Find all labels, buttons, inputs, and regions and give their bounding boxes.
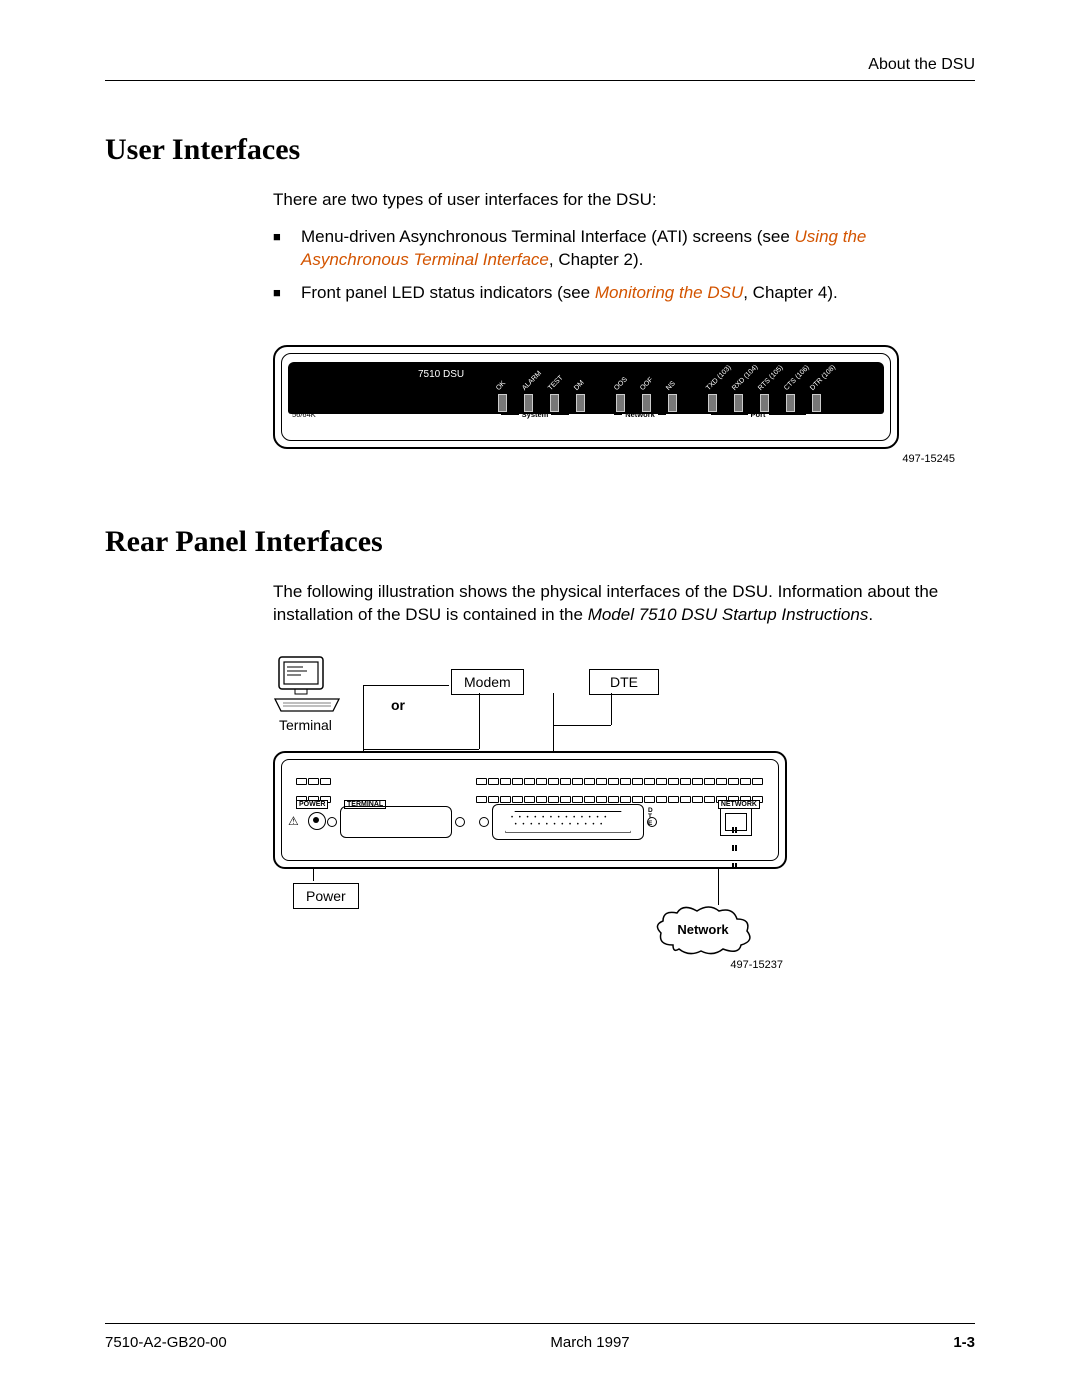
rear-chassis: POWER ⚠ TERMINAL • • • • • • • • • • • •…	[273, 751, 787, 869]
running-header: About the DSU	[105, 56, 975, 74]
ui-bullet-1-pre: Menu-driven Asynchronous Terminal Interf…	[301, 227, 795, 246]
rear-intro-docref: Model 7510 DSU Startup Instructions	[588, 605, 869, 624]
ui-bullet-2-post: , Chapter 4).	[743, 283, 838, 302]
led-label: ALARM	[521, 370, 543, 392]
led-group-caption: Network	[610, 410, 670, 419]
ui-bullet-1-post: , Chapter 2).	[549, 250, 644, 269]
led-label: CTS (106)	[783, 364, 811, 392]
ui-intro: There are two types of user interfaces f…	[273, 189, 975, 212]
led-label: OK	[495, 380, 507, 392]
terminal-connector	[340, 806, 452, 838]
ui-bullet-1: Menu-driven Asynchronous Terminal Interf…	[273, 226, 975, 272]
power-jack	[308, 812, 326, 830]
network-cloud-label: Network	[677, 922, 728, 937]
dte-label-box: DTE	[589, 669, 659, 695]
page-footer: 7510-A2-GB20-00 March 1997 1-3	[105, 1323, 975, 1351]
ui-bullet-2: Front panel LED status indicators (see M…	[273, 282, 975, 305]
power-label: Power	[293, 883, 359, 909]
port-label-dte: DTE	[648, 808, 653, 828]
led-group-caption: Port	[702, 410, 814, 419]
section-rear-panel-title: Rear Panel Interfaces	[105, 525, 975, 559]
ui-bullet-list: Menu-driven Asynchronous Terminal Interf…	[273, 226, 975, 305]
front-panel-model: 56/64K	[292, 410, 316, 419]
rear-intro-post: .	[868, 605, 873, 624]
rear-intro: The following illustration shows the phy…	[273, 581, 975, 627]
led-label: TXD (103)	[705, 364, 733, 392]
warning-icon: ⚠	[288, 814, 299, 828]
network-jack	[720, 808, 752, 836]
led-label: RXD (104)	[731, 363, 759, 391]
led-label: DTR (108)	[809, 364, 837, 392]
led-label: TEST	[547, 374, 565, 392]
header-rule	[105, 80, 975, 81]
terminal-icon	[273, 655, 343, 715]
section-user-interfaces-title: User Interfaces	[105, 133, 975, 167]
rear-panel-caption: 497-15237	[730, 959, 803, 971]
modem-label: Modem	[451, 669, 524, 695]
front-panel-figure: 7510 DSU OKALARMTESTDMOOSOOFNSTXD (103)R…	[273, 345, 975, 465]
led-label: NS	[665, 380, 677, 392]
led-group-caption: System	[492, 410, 578, 419]
front-panel-product: 7510 DSU	[418, 369, 464, 380]
led-label: OOS	[613, 376, 629, 392]
terminal-label: Terminal	[279, 717, 332, 733]
led-label: RTS (105)	[757, 364, 785, 392]
dte-connector: • • • • • • • • • • • • • • • • • • • • …	[492, 804, 644, 840]
footer-page: 1-3	[953, 1334, 975, 1351]
ui-bullet-2-xref: Monitoring the DSU	[595, 283, 743, 302]
port-label-power: POWER	[296, 800, 328, 809]
ui-bullet-2-pre: Front panel LED status indicators (see	[301, 283, 595, 302]
led-label: OOF	[639, 376, 655, 392]
footer-doc: 7510-A2-GB20-00	[105, 1334, 227, 1351]
footer-date: March 1997	[550, 1334, 629, 1351]
led-label: DM	[573, 379, 586, 392]
or-label: or	[391, 697, 405, 713]
network-cloud: Network	[653, 905, 753, 955]
rear-panel-figure: Terminal or Modem DTE Power POWER ⚠ TERM…	[273, 655, 793, 965]
front-panel-caption: 497-15245	[273, 453, 975, 465]
